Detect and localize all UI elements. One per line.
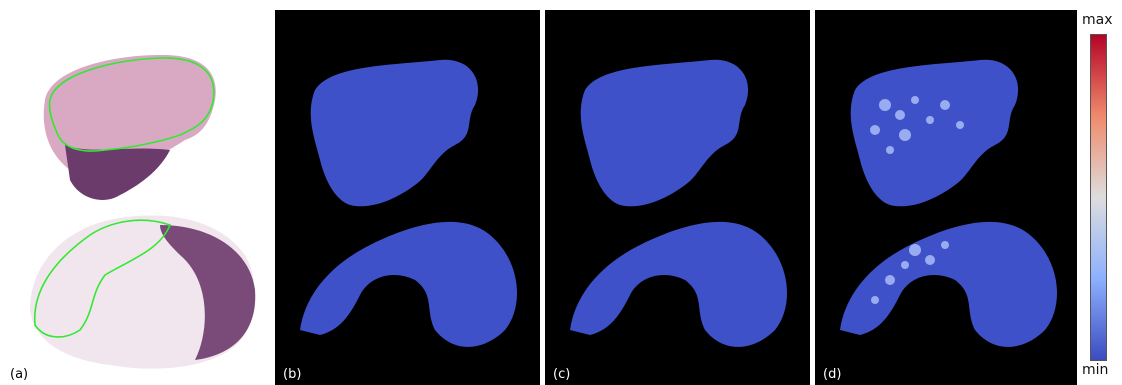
panel-label-c: (c) <box>553 367 571 382</box>
mask-lower <box>300 221 517 347</box>
histology-image <box>10 10 268 385</box>
panel-label-a: (a) <box>10 367 29 382</box>
lower-outline <box>34 219 172 338</box>
mask-image-b <box>275 10 540 385</box>
panel-b: (b) <box>275 10 540 385</box>
colorbar-max-label: max <box>1082 12 1113 28</box>
mask-lower <box>570 221 787 347</box>
mask-upper <box>850 59 1019 207</box>
panel-d: (d) <box>815 10 1077 385</box>
upper-tissue-dark <box>65 145 170 200</box>
panel-label-b: (b) <box>283 367 302 382</box>
lower-tissue-dark <box>160 225 256 360</box>
colorbar-min-label: min <box>1082 362 1109 378</box>
mask-image-c <box>545 10 810 385</box>
panel-c: (c) <box>545 10 810 385</box>
speckle-cluster-upper <box>870 96 964 154</box>
mask-upper <box>580 59 749 207</box>
panel-a: (a) <box>10 10 268 385</box>
speckle-cluster-lower <box>871 241 949 304</box>
upper-outline <box>48 57 215 152</box>
mask-image-d <box>815 10 1077 385</box>
colorbar <box>1090 34 1107 361</box>
panel-label-d: (d) <box>823 367 842 382</box>
mask-lower <box>840 221 1057 347</box>
mask-upper <box>310 59 479 207</box>
